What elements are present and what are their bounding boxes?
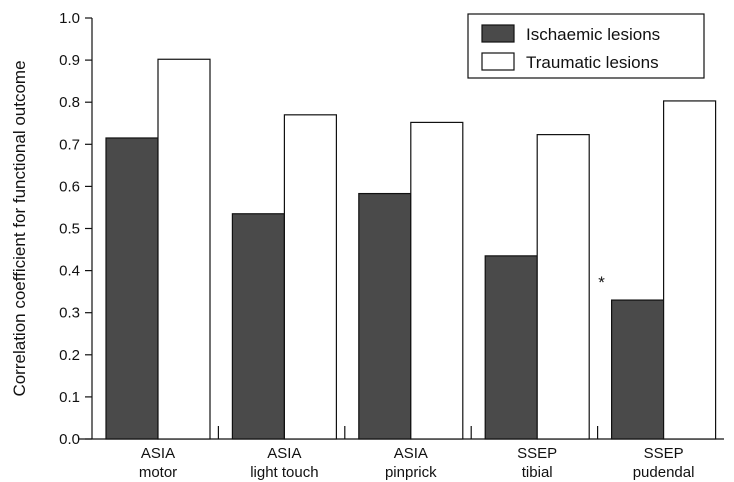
x-category-label: SSEP	[517, 445, 557, 462]
labels: 0.0 0.1 0.2 0.3 0.4 0.5 0.6 0.7 0.8 0.9 1.0 Correla…	[10, 10, 694, 481]
y-tick-label: 0.6	[59, 178, 80, 195]
bar-traumatic-1	[283, 114, 337, 440]
bar-ischaemic-0	[105, 137, 159, 440]
x-category-label: tibial	[522, 464, 553, 481]
significance-asterisk: *	[598, 273, 605, 292]
y-axis-label: Correlation coefficient for functional o…	[10, 60, 29, 396]
y-tick-label: 1.0	[59, 10, 80, 27]
bar-traumatic-3	[536, 134, 590, 440]
bar-ischaemic-2	[358, 192, 412, 440]
x-category-label: motor	[139, 464, 177, 481]
x-category-label: ASIA	[267, 445, 301, 462]
legend-swatch-traumatic	[481, 52, 515, 71]
y-tick-label: 0.7	[59, 136, 80, 153]
y-tick-label: 0.9	[59, 52, 80, 69]
y-tick-label: 0.4	[59, 263, 80, 280]
x-category-label: pudendal	[633, 464, 695, 481]
legend-label-traumatic: Traumatic lesions	[526, 53, 659, 72]
y-tick-label: 0.0	[59, 431, 80, 448]
x-category-label: SSEP	[644, 445, 684, 462]
bar-ischaemic-4	[610, 299, 665, 440]
bar-ischaemic-3	[484, 255, 538, 440]
y-tick-label: 0.1	[59, 389, 80, 406]
bar-traumatic-4	[662, 100, 717, 440]
x-category-label: pinprick	[385, 464, 437, 481]
legend-swatch-ischaemic	[481, 24, 515, 43]
y-tick-label: 0.5	[59, 221, 80, 238]
y-tick-label: 0.3	[59, 305, 80, 322]
bar-traumatic-2	[410, 121, 464, 440]
bar-ischaemic-1	[231, 213, 285, 440]
y-tick-label: 0.2	[59, 347, 80, 364]
y-tick-label: 0.8	[59, 94, 80, 111]
bars	[105, 58, 717, 440]
legend: Ischaemic lesions Traumatic lesions	[467, 13, 705, 79]
x-category-label: ASIA	[394, 445, 428, 462]
x-category-label: ASIA	[141, 445, 175, 462]
bar-traumatic-0	[157, 58, 211, 440]
legend-label-ischaemic: Ischaemic lesions	[526, 25, 660, 44]
x-category-label: light touch	[250, 464, 318, 481]
